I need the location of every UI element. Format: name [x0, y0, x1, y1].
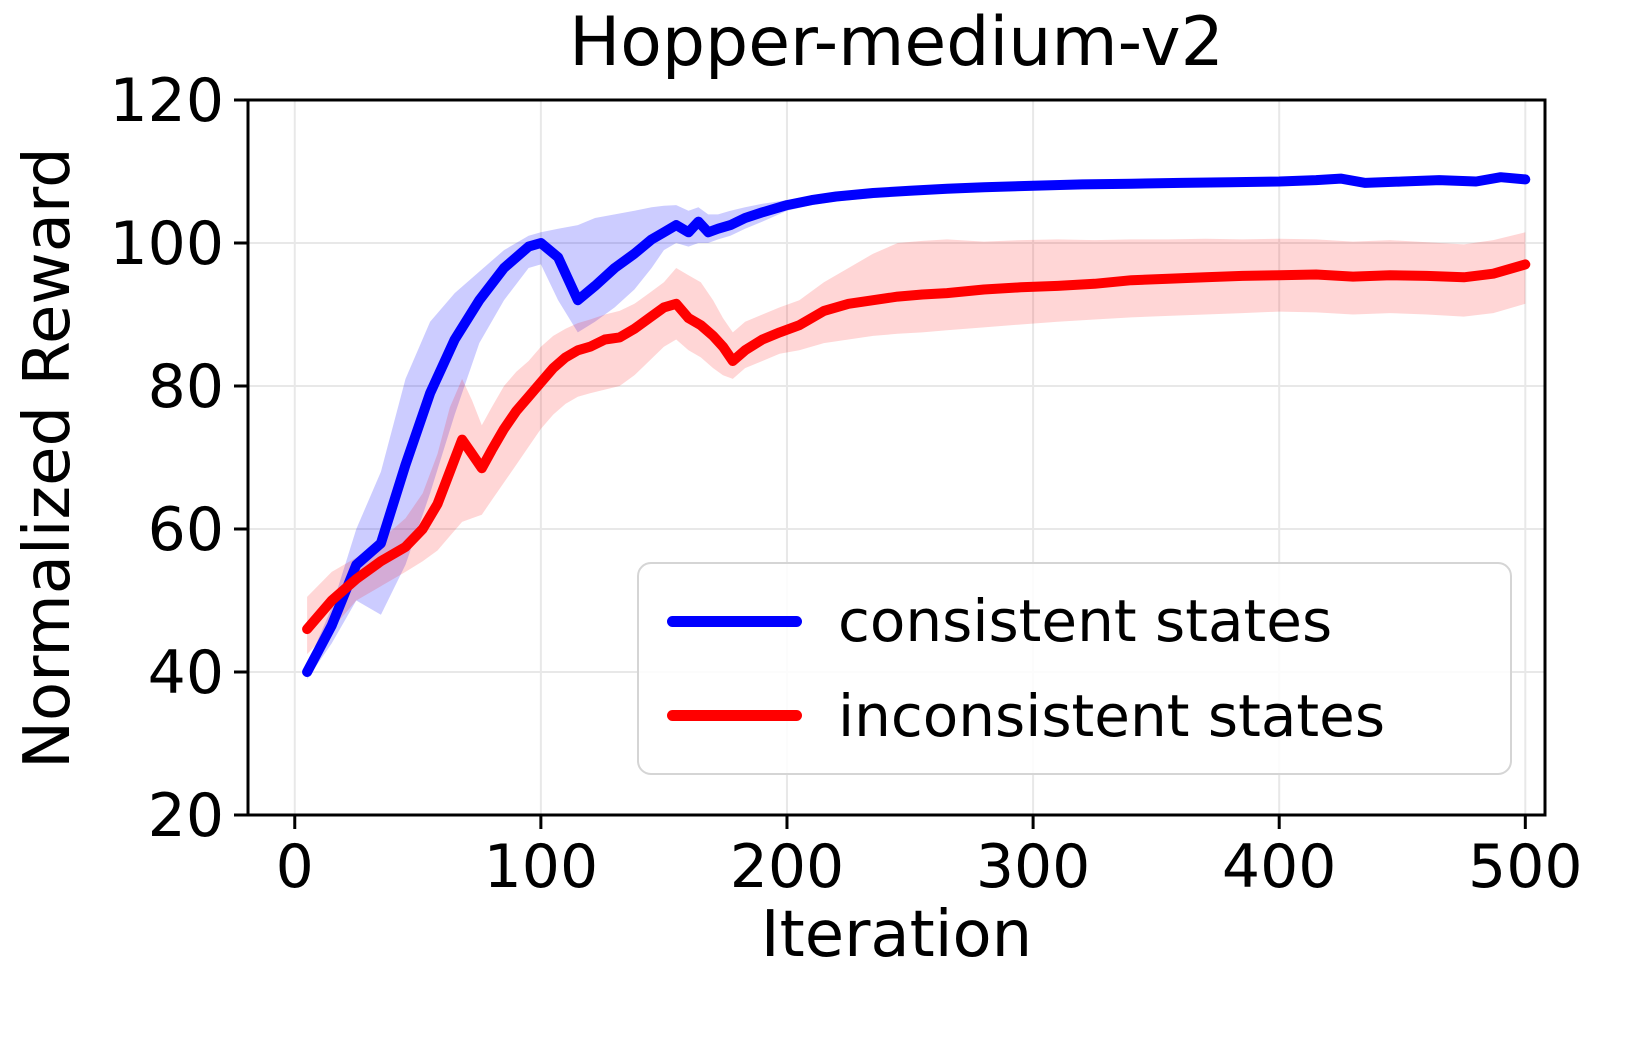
- y-axis-label: Normalized Reward: [11, 147, 85, 769]
- svg-text:0: 0: [276, 832, 314, 902]
- svg-text:500: 500: [1468, 832, 1583, 902]
- legend-item-inconsistent-states: inconsistent states: [667, 682, 1482, 750]
- legend-label-inconsistent-states: inconsistent states: [838, 681, 1386, 750]
- svg-text:100: 100: [109, 209, 224, 279]
- svg-text:60: 60: [148, 495, 224, 565]
- legend: consistent states inconsistent states: [637, 562, 1512, 775]
- legend-line-sample-blue: [667, 615, 802, 627]
- x-axis-label: Iteration: [760, 898, 1033, 972]
- svg-text:200: 200: [730, 832, 845, 902]
- svg-text:100: 100: [484, 832, 599, 902]
- chart-title: Hopper-medium-v2: [569, 3, 1224, 82]
- legend-item-consistent-states: consistent states: [667, 587, 1482, 655]
- svg-text:20: 20: [148, 781, 224, 851]
- svg-text:40: 40: [148, 638, 224, 708]
- svg-text:120: 120: [109, 66, 224, 136]
- legend-label-consistent-states: consistent states: [838, 587, 1333, 656]
- legend-line-sample-red: [667, 710, 802, 722]
- svg-text:400: 400: [1222, 832, 1337, 902]
- svg-text:80: 80: [148, 352, 224, 422]
- svg-text:300: 300: [976, 832, 1091, 902]
